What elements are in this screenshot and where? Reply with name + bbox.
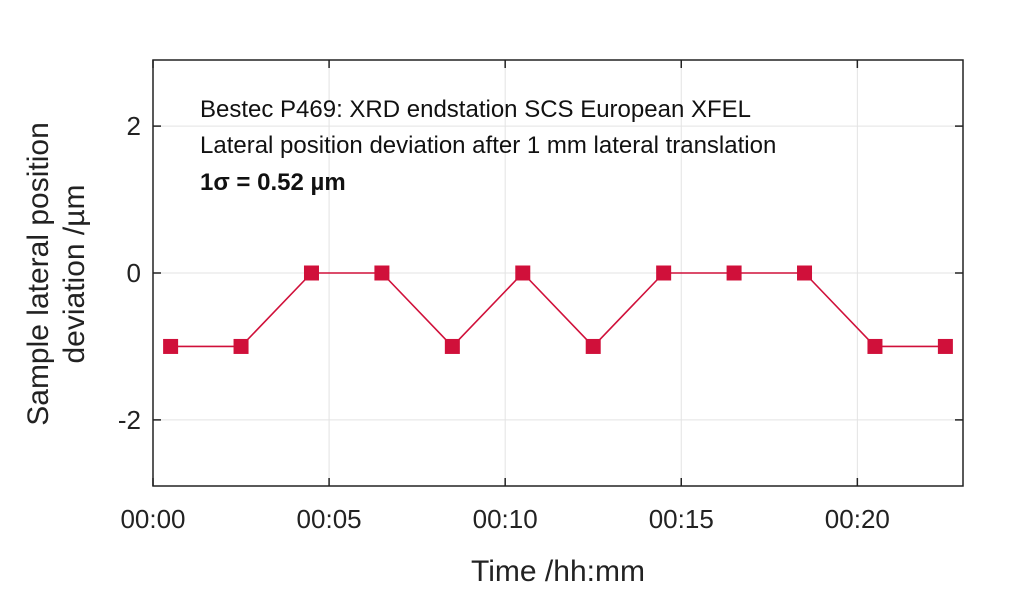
x-tick-label: 00:10 (473, 504, 538, 534)
data-point-marker (937, 338, 953, 354)
y-tick-label: -2 (118, 405, 141, 435)
data-point-marker (374, 265, 390, 281)
data-point-marker (797, 265, 813, 281)
data-point-marker (444, 338, 460, 354)
annotation-description-line: Lateral position deviation after 1 mm la… (200, 132, 776, 159)
y-tick-label: 0 (127, 258, 141, 288)
data-point-marker (163, 338, 179, 354)
y-tick-label: 2 (127, 111, 141, 141)
data-point-marker (515, 265, 531, 281)
data-point-marker (867, 338, 883, 354)
data-point-marker (726, 265, 742, 281)
y-axis-label-line-1: Sample lateral position (22, 122, 55, 426)
series-line (170, 271, 946, 348)
axis-ticks (152, 60, 963, 486)
data-point-marker (656, 265, 672, 281)
x-tick-label: 00:15 (649, 504, 714, 534)
series-group (163, 265, 953, 354)
annotation-sigma-line: 1σ = 0.52 µm (200, 169, 346, 196)
data-point-marker (233, 338, 249, 354)
y-axis-label-line-2: deviation /µm (58, 184, 91, 363)
x-axis-label: Time /hh:mm (471, 555, 645, 588)
grid (152, 60, 963, 486)
data-point-marker (303, 265, 319, 281)
x-tick-label: 00:20 (825, 504, 890, 534)
x-tick-label: 00:00 (120, 504, 185, 534)
annotation-title-line: Bestec P469: XRD endstation SCS European… (200, 96, 751, 123)
data-point-marker (585, 338, 601, 354)
tick-labels: 00:00 00:05 00:10 00:15 00:20 -2 0 2 (118, 111, 890, 534)
x-tick-label: 00:05 (297, 504, 362, 534)
